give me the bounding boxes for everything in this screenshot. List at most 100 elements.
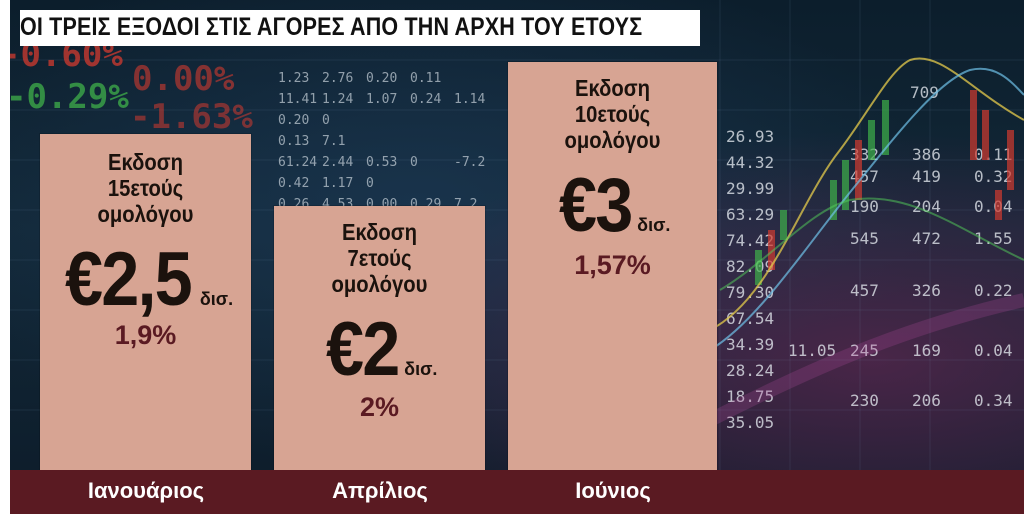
ticker-value: 74.42 xyxy=(726,231,774,250)
bar-june: Εκδοση 10ετούς ομολόγου €3 δισ. 1,57% xyxy=(508,62,717,470)
issue-line: Εκδοση xyxy=(108,149,183,175)
ticker-value: 457 xyxy=(850,167,879,186)
ticker-value: 0 xyxy=(410,155,418,170)
ticker-value: 326 xyxy=(912,281,941,300)
ticker-value: 709 xyxy=(910,83,939,102)
ticker-value: 11.41 xyxy=(278,92,317,107)
ticker-value: 0.11 xyxy=(410,71,441,86)
title-bar: ΟΙ ΤΡΕΙΣ ΕΞΟΔΟΙ ΣΤΙΣ ΑΓΟΡΕΣ ΑΠΟ ΤΗΝ ΑΡΧΗ… xyxy=(20,10,700,46)
ticker-value: 0 xyxy=(366,176,374,191)
bar-rate-label: 2% xyxy=(359,392,400,422)
ticker-value: 82.09 xyxy=(726,257,774,276)
month-axis-band xyxy=(10,470,1024,514)
ticker-value: 1.55 xyxy=(974,229,1013,248)
candlestick xyxy=(842,160,849,210)
bar-amount-label: €2,5 δισ. xyxy=(40,236,251,323)
candlestick xyxy=(755,250,762,285)
candlestick xyxy=(830,180,837,220)
ticker-value: 63.29 xyxy=(726,205,774,224)
issue-line: ομολόγου xyxy=(97,201,194,227)
amount-value: €2,5 xyxy=(64,237,193,322)
candlestick xyxy=(882,100,889,155)
issue-line: ομολόγου xyxy=(564,127,661,153)
ticker-value: 206 xyxy=(912,391,941,410)
amount-value: €3 xyxy=(558,163,633,248)
ticker-value: 28.24 xyxy=(726,361,774,380)
x-tick-label-january: Ιανουάριος xyxy=(87,478,205,503)
ticker-value: 419 xyxy=(912,167,941,186)
amount-unit: δισ. xyxy=(404,359,438,379)
ticker-value: 1.14 xyxy=(454,92,485,107)
issue-line: Εκδοση xyxy=(342,219,417,245)
bar-april: Εκδοση 7ετούς ομολόγου €2 δισ. 2% xyxy=(274,206,485,470)
ticker-value: 67.54 xyxy=(726,309,774,328)
issue-line: Εκδοση xyxy=(575,75,650,101)
ticker-value: 457 xyxy=(850,281,879,300)
candlestick xyxy=(768,230,775,270)
ticker-value: 1.23 xyxy=(278,71,309,86)
chart-title: ΟΙ ΤΡΕΙΣ ΕΞΟΔΟΙ ΣΤΙΣ ΑΓΟΡΕΣ ΑΠΟ ΤΗΝ ΑΡΧΗ… xyxy=(20,13,643,41)
ticker-value: 545 xyxy=(850,229,879,248)
ticker-value: 11.05 xyxy=(788,341,836,360)
ticker-left-1: -0.29% xyxy=(10,77,129,117)
amount-value: €2 xyxy=(325,307,400,392)
ticker-value: 0.24 xyxy=(410,92,441,107)
ticker-left-2: 0.00% xyxy=(132,59,235,99)
ticker-value: 1.24 xyxy=(322,92,353,107)
candlestick xyxy=(982,110,989,160)
candlestick xyxy=(995,190,1002,220)
candlestick xyxy=(855,140,862,200)
ticker-value: 0 xyxy=(322,113,330,128)
ticker-left-3: -1.63% xyxy=(130,97,253,137)
candlestick xyxy=(780,210,787,240)
ticker-value: 190 xyxy=(850,197,879,216)
issue-line: 7ετούς xyxy=(347,245,412,271)
candlestick xyxy=(970,90,977,160)
ticker-value: 0.20 xyxy=(278,113,309,128)
x-tick-label-june: Ιούνιος xyxy=(575,478,651,503)
issue-line: 10ετούς xyxy=(574,101,651,127)
ticker-value: 169 xyxy=(912,341,941,360)
ticker-value: -7.2 xyxy=(454,155,485,170)
ticker-value: 0.04 xyxy=(974,197,1013,216)
ticker-value: 0.20 xyxy=(366,71,397,86)
amount-unit: δισ. xyxy=(199,289,234,309)
ticker-value: 61.24 xyxy=(278,155,317,170)
ticker-value: 0.34 xyxy=(974,391,1013,410)
ticker-value: 245 xyxy=(850,341,879,360)
ticker-value: 35.05 xyxy=(726,413,774,432)
ticker-value: 2.76 xyxy=(322,71,353,86)
ticker-value: 0.32 xyxy=(974,167,1013,186)
ticker-value: 18.75 xyxy=(726,387,774,406)
ticker-value: 1.17 xyxy=(322,176,353,191)
ticker-value: 2.44 xyxy=(322,155,353,170)
bar-january: Εκδοση 15ετούς ομολόγου €2,5 δισ. 1,9% xyxy=(40,134,251,470)
bar-rate-label: 1,57% xyxy=(574,250,651,280)
ticker-value: 1.07 xyxy=(366,92,397,107)
ticker-value: 26.93 xyxy=(726,127,774,146)
candlestick xyxy=(868,120,875,160)
ticker-value: 79.30 xyxy=(726,283,774,302)
ticker-value: 0.04 xyxy=(974,341,1013,360)
candlestick xyxy=(1007,130,1014,190)
ticker-value: 0.22 xyxy=(974,281,1013,300)
ticker-value: 7.1 xyxy=(322,134,345,149)
ticker-value: 44.32 xyxy=(726,153,774,172)
bar-amount-label: €3 δισ. xyxy=(508,162,717,249)
ticker-value: 0.13 xyxy=(278,134,309,149)
bar-rate-label: 1,9% xyxy=(114,320,177,350)
x-tick-label-april: Απρίλιος xyxy=(332,478,428,503)
bar-amount-label: €2 δισ. xyxy=(274,306,485,393)
issue-line: 15ετούς xyxy=(107,175,184,201)
issue-line: ομολόγου xyxy=(331,271,428,297)
ticker-value: 204 xyxy=(912,197,941,216)
ticker-value: 472 xyxy=(912,229,941,248)
ticker-value: 230 xyxy=(850,391,879,410)
ticker-value: 386 xyxy=(912,145,941,164)
ticker-value: 0.53 xyxy=(366,155,397,170)
ticker-value: 0.11 xyxy=(974,145,1013,164)
ticker-value: 34.39 xyxy=(726,335,774,354)
ticker-value: 0.42 xyxy=(278,176,309,191)
ticker-value: 29.99 xyxy=(726,179,774,198)
amount-unit: δισ. xyxy=(637,215,671,235)
